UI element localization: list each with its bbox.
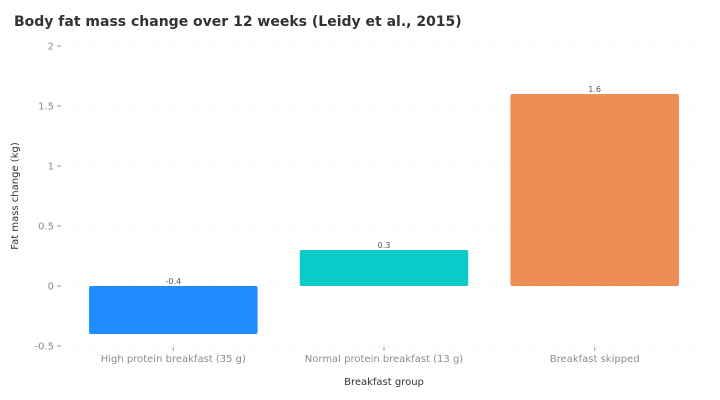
y-tick-label: 1: [48, 162, 54, 173]
y-tick-label: 2: [48, 42, 54, 53]
y-tick-label: -0.5: [34, 342, 54, 353]
chart-title: Body fat mass change over 12 weeks (Leid…: [14, 14, 462, 30]
x-tick-label: High protein breakfast (35 g): [101, 354, 246, 365]
x-tick-label: Breakfast skipped: [550, 354, 640, 365]
bar: [89, 286, 258, 334]
y-axis-label: Fat mass change (kg): [10, 142, 21, 250]
y-axis-ticks: -0.5 0 0.5 1 1.5 2: [34, 42, 61, 353]
data-label: 1.6: [588, 85, 601, 94]
y-tick-label: 0: [48, 282, 54, 293]
x-axis-label: Breakfast group: [344, 377, 424, 388]
data-label: 0.3: [378, 241, 391, 250]
y-tick-label: 1.5: [38, 102, 54, 113]
bar: [299, 250, 469, 286]
x-tick-label: Normal protein breakfast (13 g): [305, 354, 464, 365]
bar: [510, 94, 679, 286]
data-label: -0.4: [166, 277, 182, 286]
data-labels: -0.4 0.3 1.6: [166, 85, 602, 286]
bars: [89, 94, 679, 334]
y-tick-label: 0.5: [38, 222, 54, 233]
x-axis-ticks: High protein breakfast (35 g) Normal prot…: [101, 347, 640, 365]
